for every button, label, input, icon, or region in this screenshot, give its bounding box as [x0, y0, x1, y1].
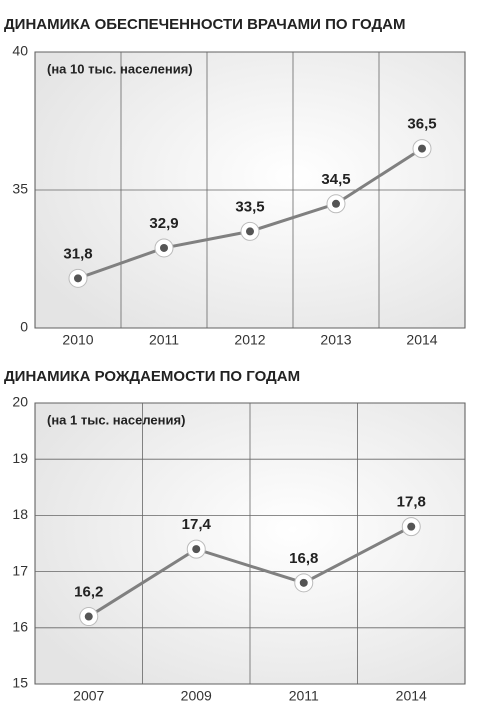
subtitle: (на 10 тыс. населения) — [47, 61, 193, 76]
chart: ДИНАМИКА РОЖДАЕМОСТИ ПО ГОДАМ 15 16 17 18 19 2… — [4, 368, 466, 704]
value-label: 17,8 — [397, 494, 426, 511]
value-label: 32,9 — [149, 215, 178, 232]
y-tick-label: 16 — [12, 619, 28, 635]
x-tick-label: 2011 — [289, 688, 319, 704]
value-label: 31,8 — [63, 245, 92, 262]
x-tick-label: 2012 — [234, 332, 265, 348]
chart-title: ДИНАМИКА ОБЕСПЕЧЕННОСТИ ВРАЧАМИ ПО ГОДАМ — [4, 16, 406, 33]
point-center — [418, 144, 426, 153]
value-label: 16,8 — [289, 550, 318, 567]
y-tick-label: 40 — [12, 43, 28, 59]
point-center — [160, 243, 168, 252]
y-tick-label: 17 — [12, 562, 28, 578]
point-center — [332, 199, 340, 208]
x-tick-label: 2014 — [396, 688, 427, 704]
x-tick-label: 2007 — [73, 688, 104, 704]
value-label: 17,4 — [182, 516, 212, 533]
point-center — [407, 522, 416, 531]
line — [87, 525, 412, 618]
chart: ДИНАМИКА ОБЕСПЕЧЕННОСТИ ВРАЧАМИ ПО ГОДАМ… — [4, 16, 466, 348]
x-tick-label: 2010 — [62, 332, 93, 348]
y-tick-label: 0 — [20, 319, 28, 335]
y-tick-label: 35 — [12, 181, 28, 197]
y-tick-label: 15 — [12, 675, 28, 691]
point-center — [299, 578, 308, 587]
y-tick-label: 19 — [12, 450, 28, 466]
y-tick-label: 18 — [12, 506, 28, 522]
value-label: 34,5 — [321, 171, 350, 188]
chart-title: ДИНАМИКА РОЖДАЕМОСТИ ПО ГОДАМ — [4, 368, 300, 385]
point-center — [246, 227, 254, 236]
x-tick-label: 2011 — [149, 332, 179, 348]
point-center — [192, 545, 201, 554]
x-tick-label: 2009 — [181, 688, 212, 704]
value-label: 36,5 — [407, 116, 436, 133]
value-label: 16,2 — [74, 584, 103, 601]
point-center — [84, 612, 93, 621]
value-label: 33,5 — [235, 198, 264, 215]
subtitle: (на 1 тыс. населения) — [47, 412, 185, 427]
y-tick-label: 20 — [12, 394, 28, 410]
point-center — [74, 274, 82, 283]
x-tick-label: 2014 — [406, 332, 437, 348]
x-tick-label: 2013 — [320, 332, 351, 348]
